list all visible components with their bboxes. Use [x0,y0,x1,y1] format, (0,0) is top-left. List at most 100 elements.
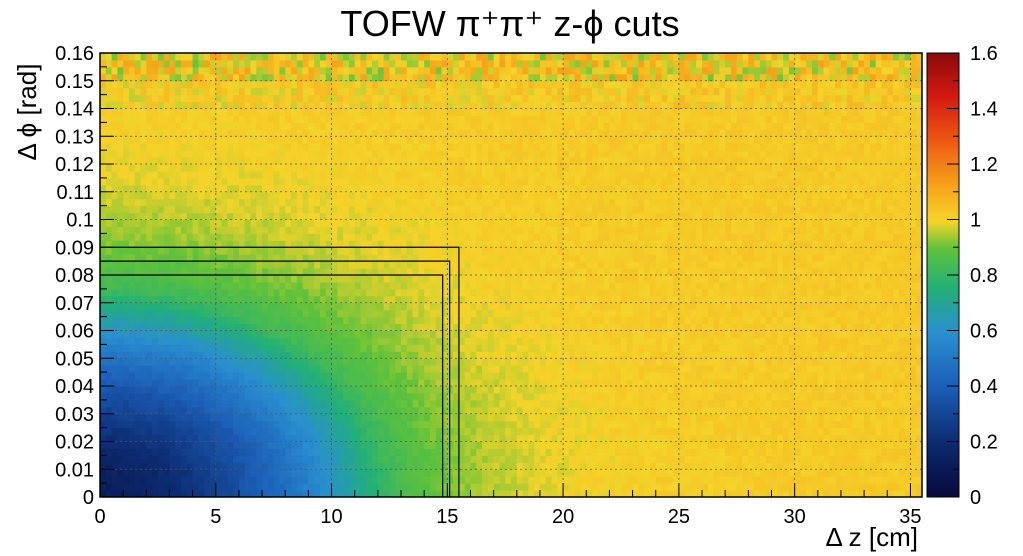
heatmap-cell [291,254,298,262]
heatmap-cell [516,476,524,484]
heatmap-cell [806,476,813,484]
heatmap-cell [308,462,315,470]
heatmap-cell [308,351,315,359]
heatmap-cell [759,254,767,262]
heatmap-cell [742,462,749,470]
heatmap-cell [586,261,593,269]
heatmap-cell [586,372,593,380]
heatmap-cell [742,413,749,422]
heatmap-cell [395,476,402,484]
heatmap-cell [754,288,761,297]
heatmap-cell [487,420,495,429]
heatmap-cell [470,434,477,442]
heatmap-cell [487,441,495,449]
heatmap-cell [157,323,165,331]
heatmap-cell [123,281,130,290]
heatmap-cell [777,469,784,477]
heatmap-cell [742,275,749,283]
heatmap-cell [435,462,443,470]
heatmap-cell [522,288,529,297]
heatmap-cell [470,476,477,484]
heatmap-cell [377,399,385,408]
heatmap-cell [812,455,819,463]
heatmap-cell [470,462,477,470]
heatmap-cell [852,462,859,470]
heatmap-cell [105,302,113,311]
heatmap-cell [864,406,871,415]
heatmap-cell [267,490,275,498]
heatmap-cell [279,254,286,262]
heatmap-cell [435,295,443,304]
heatmap-cell [777,462,784,470]
heatmap-cell [406,483,414,491]
heatmap-cell [777,261,784,269]
heatmap-cell [696,309,703,318]
heatmap-cell [482,406,489,415]
heatmap-cell [111,441,118,449]
heatmap-cell [812,344,819,352]
heatmap-cell [910,476,917,484]
heatmap-cell [817,441,825,449]
heatmap-cell [406,323,414,331]
heatmap-cell [835,288,842,297]
heatmap-cell [586,358,593,366]
heatmap-cell [783,462,790,470]
heatmap-cell [719,288,726,297]
heatmap-cell [233,288,240,297]
heatmap-cell [401,344,408,352]
heatmap-cell [105,441,113,449]
heatmap-cell [730,330,738,338]
heatmap-cell [730,392,738,401]
heatmap-cell [209,448,217,456]
heatmap-cell [453,365,460,373]
heatmap-cell [545,441,553,449]
heatmap-cell [783,427,790,436]
heatmap-cell [192,281,199,290]
heatmap-cell [476,372,483,380]
heatmap-cell [406,448,414,456]
heatmap-cell [910,254,917,262]
heatmap-cell [383,441,390,449]
heatmap-cell [840,337,848,345]
heatmap-cell [348,469,356,477]
heatmap-cell [626,420,634,429]
heatmap-cell [586,365,593,373]
heatmap-cell [314,392,321,401]
heatmap-cell [262,490,269,498]
heatmap-cell [852,420,859,429]
heatmap-cell [823,386,830,394]
heatmap-cell [343,302,350,311]
heatmap-cell [649,254,657,262]
heatmap-cell [881,295,888,304]
heatmap-cell [244,330,252,338]
heatmap-cell [713,386,720,394]
heatmap-cell [418,330,425,338]
heatmap-cell [244,490,252,498]
heatmap-cell [100,281,107,290]
heatmap-cell [128,254,136,262]
heatmap-cell [551,344,558,352]
heatmap-cell [852,330,859,338]
heatmap-cell [204,254,211,262]
heatmap-cell [817,483,825,491]
heatmap-cell [146,295,153,304]
heatmap-cell [117,358,124,366]
heatmap-cell [111,490,118,498]
heatmap-cell [262,483,269,491]
heatmap-cell [626,462,634,470]
heatmap-cell [702,316,709,325]
heatmap-cell [100,420,107,429]
heatmap-cell [823,392,830,401]
heatmap-cell [262,379,269,387]
heatmap-cell [673,413,680,422]
heatmap-cell [256,365,263,373]
heatmap-cell [221,455,228,463]
heatmap-cell [464,351,471,359]
heatmap-cell [823,344,830,352]
heatmap-cell [829,351,836,359]
heatmap-cell [273,399,280,408]
heatmap-cell [424,462,431,470]
heatmap-cell [262,399,269,408]
heatmap-cell [377,427,385,436]
heatmap-cell [597,261,605,269]
